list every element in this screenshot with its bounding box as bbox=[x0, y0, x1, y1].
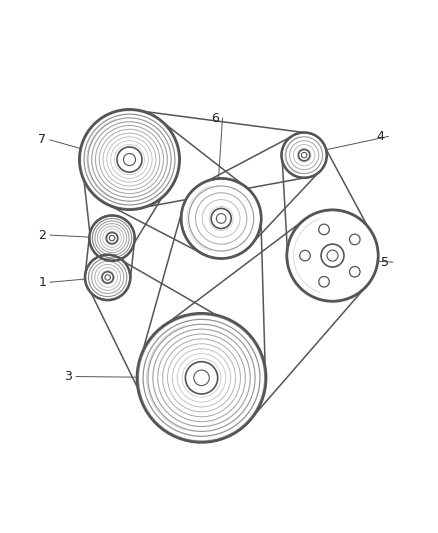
Circle shape bbox=[102, 272, 113, 283]
Circle shape bbox=[85, 255, 131, 300]
Circle shape bbox=[319, 224, 329, 235]
Circle shape bbox=[350, 266, 360, 277]
Circle shape bbox=[211, 208, 231, 229]
Text: 4: 4 bbox=[377, 130, 385, 143]
Text: 6: 6 bbox=[211, 111, 219, 125]
Circle shape bbox=[137, 313, 266, 442]
Circle shape bbox=[350, 234, 360, 245]
Text: 2: 2 bbox=[38, 229, 46, 241]
Circle shape bbox=[89, 215, 135, 261]
Circle shape bbox=[282, 133, 327, 178]
Circle shape bbox=[298, 149, 310, 161]
Circle shape bbox=[319, 277, 329, 287]
Text: 1: 1 bbox=[38, 276, 46, 289]
Circle shape bbox=[181, 179, 261, 259]
Circle shape bbox=[321, 244, 344, 267]
Circle shape bbox=[300, 251, 310, 261]
Text: 7: 7 bbox=[38, 133, 46, 147]
Circle shape bbox=[106, 232, 118, 244]
Text: 3: 3 bbox=[64, 370, 72, 383]
Circle shape bbox=[185, 362, 218, 394]
Text: 5: 5 bbox=[381, 256, 389, 269]
Circle shape bbox=[79, 109, 180, 210]
Circle shape bbox=[287, 210, 378, 302]
Circle shape bbox=[117, 147, 142, 172]
